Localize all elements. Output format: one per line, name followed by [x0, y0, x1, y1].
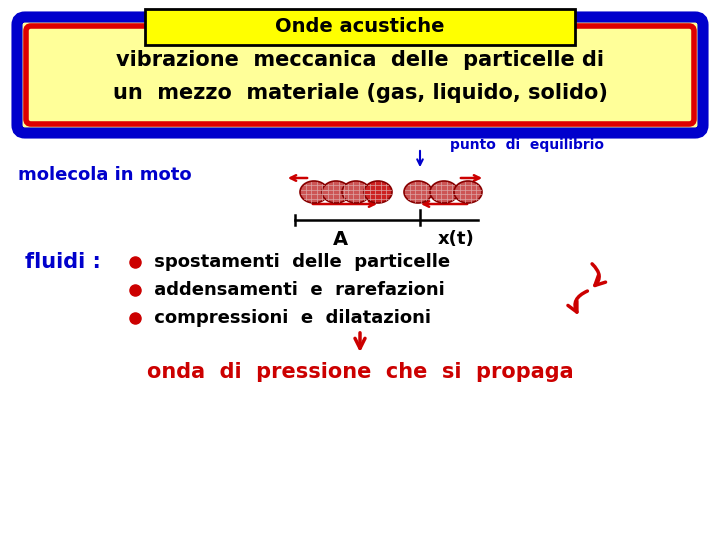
Ellipse shape	[430, 181, 458, 203]
Text: vibrazione  meccanica  delle  particelle di: vibrazione meccanica delle particelle di	[116, 50, 604, 70]
Ellipse shape	[300, 181, 328, 203]
Ellipse shape	[364, 181, 392, 203]
Text: addensamenti  e  rarefazioni: addensamenti e rarefazioni	[148, 281, 445, 299]
Text: compressioni  e  dilatazioni: compressioni e dilatazioni	[148, 309, 431, 327]
Text: A: A	[333, 230, 348, 249]
Ellipse shape	[322, 181, 350, 203]
Text: molecola in moto: molecola in moto	[18, 166, 192, 184]
FancyBboxPatch shape	[26, 26, 694, 124]
Text: onda  di  pressione  che  si  propaga: onda di pressione che si propaga	[147, 362, 573, 382]
Text: spostamenti  delle  particelle: spostamenti delle particelle	[148, 253, 450, 271]
Text: punto  di  equilibrio: punto di equilibrio	[450, 138, 604, 152]
Text: fluidi :: fluidi :	[25, 252, 101, 272]
Ellipse shape	[404, 181, 432, 203]
Text: x(t): x(t)	[438, 230, 474, 248]
Ellipse shape	[454, 181, 482, 203]
FancyArrowPatch shape	[592, 264, 606, 286]
Text: un  mezzo  materiale (gas, liquido, solido): un mezzo materiale (gas, liquido, solido…	[112, 83, 608, 103]
Ellipse shape	[342, 181, 370, 203]
FancyBboxPatch shape	[17, 17, 703, 133]
FancyArrowPatch shape	[568, 291, 588, 312]
Text: Onde acustiche: Onde acustiche	[275, 17, 445, 37]
FancyBboxPatch shape	[145, 9, 575, 45]
